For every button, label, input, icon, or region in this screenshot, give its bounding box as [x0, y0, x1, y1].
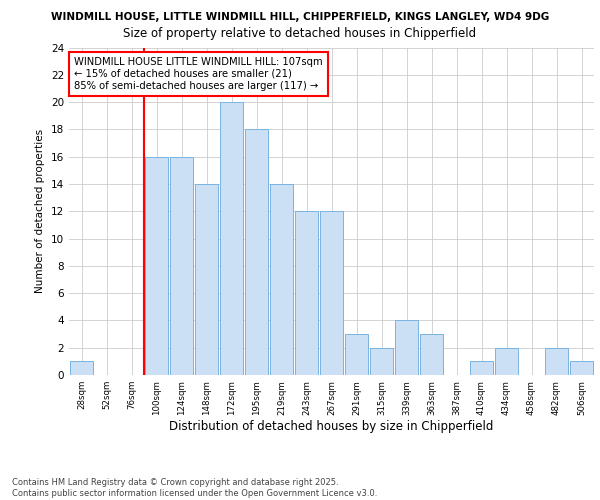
Bar: [269, 184, 293, 375]
Bar: [395, 320, 418, 375]
Bar: [70, 362, 94, 375]
Bar: [545, 348, 568, 375]
X-axis label: Distribution of detached houses by size in Chipperfield: Distribution of detached houses by size …: [169, 420, 494, 434]
Bar: [370, 348, 394, 375]
Y-axis label: Number of detached properties: Number of detached properties: [35, 129, 46, 294]
Bar: [220, 102, 244, 375]
Bar: [194, 184, 218, 375]
Bar: [344, 334, 368, 375]
Bar: [145, 156, 169, 375]
Text: Size of property relative to detached houses in Chipperfield: Size of property relative to detached ho…: [124, 28, 476, 40]
Bar: [170, 156, 193, 375]
Bar: [494, 348, 518, 375]
Text: WINDMILL HOUSE LITTLE WINDMILL HILL: 107sqm
← 15% of detached houses are smaller: WINDMILL HOUSE LITTLE WINDMILL HILL: 107…: [74, 58, 323, 90]
Bar: [245, 130, 268, 375]
Bar: [419, 334, 443, 375]
Bar: [320, 211, 343, 375]
Bar: [295, 211, 319, 375]
Bar: [569, 362, 593, 375]
Bar: [470, 362, 493, 375]
Text: Contains HM Land Registry data © Crown copyright and database right 2025.
Contai: Contains HM Land Registry data © Crown c…: [12, 478, 377, 498]
Text: WINDMILL HOUSE, LITTLE WINDMILL HILL, CHIPPERFIELD, KINGS LANGLEY, WD4 9DG: WINDMILL HOUSE, LITTLE WINDMILL HILL, CH…: [51, 12, 549, 22]
